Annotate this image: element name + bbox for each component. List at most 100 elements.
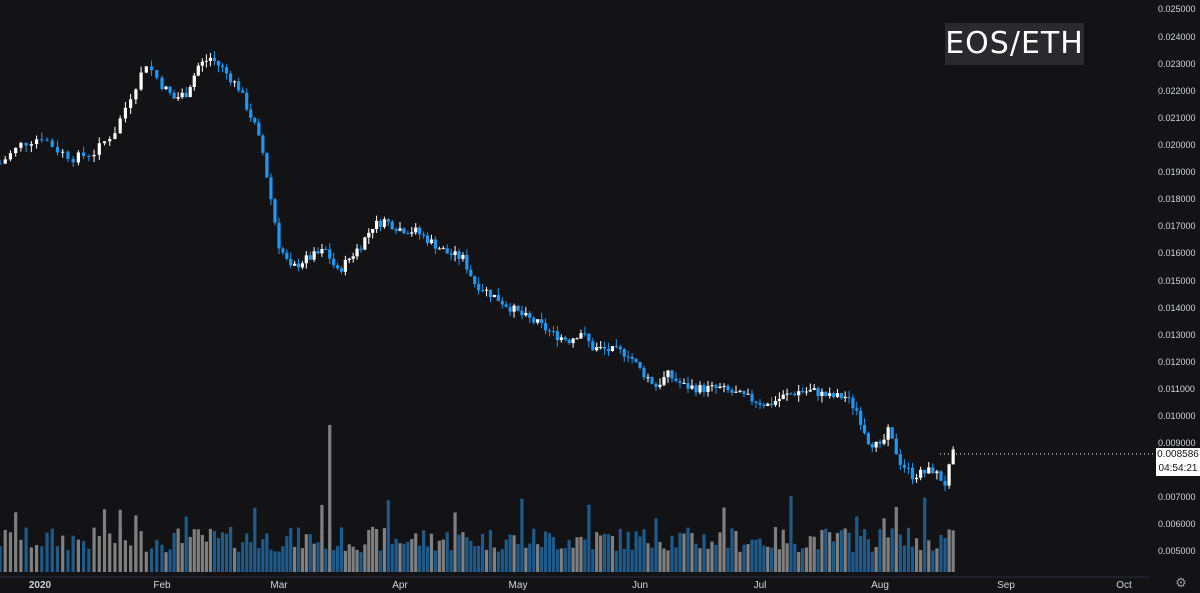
candle-body	[216, 60, 221, 66]
volume-bar	[108, 533, 112, 572]
volume-bar	[583, 539, 587, 572]
volume-bar	[429, 533, 434, 572]
symbol-badge: EOS/ETH	[945, 23, 1084, 65]
candle-body	[14, 147, 18, 154]
candle-body	[457, 251, 461, 259]
volume-bar	[722, 507, 726, 572]
price-tick-label: 0.015000	[1158, 276, 1196, 286]
candle-body	[394, 229, 398, 231]
candle-body	[654, 383, 658, 387]
candle-body	[587, 333, 591, 342]
volume-bar	[951, 530, 955, 572]
volume-bar	[690, 533, 694, 572]
volume-bar	[923, 497, 927, 572]
gear-icon[interactable]: ⚙	[1175, 575, 1187, 590]
volume-bar	[394, 538, 398, 572]
volume-bar	[465, 537, 469, 572]
candle-body	[441, 248, 445, 250]
candle-body	[465, 254, 469, 270]
candle-body	[943, 480, 947, 486]
candle-body	[386, 219, 390, 222]
volume-bar	[866, 539, 870, 572]
volume-bar	[828, 532, 832, 572]
volume-bar	[204, 541, 208, 572]
volume-bar	[773, 527, 778, 572]
volume-bar	[253, 507, 257, 572]
volume-bar	[312, 543, 316, 572]
price-tick-label: 0.020000	[1158, 140, 1196, 150]
candle-body	[855, 408, 859, 411]
candle-body	[461, 254, 465, 259]
candle-body	[742, 390, 746, 394]
candle-body	[939, 471, 943, 481]
volume-bar	[793, 543, 797, 572]
volume-bar	[919, 550, 923, 572]
volume-bar	[335, 546, 340, 572]
candle-body	[804, 391, 809, 393]
candle-body	[599, 346, 603, 348]
candle-body	[398, 228, 402, 231]
candle-body	[139, 72, 143, 90]
candle-body	[418, 227, 422, 235]
volume-bar	[555, 549, 559, 572]
candle-body	[8, 153, 13, 160]
candle-body	[332, 258, 336, 266]
volume-bar	[599, 535, 603, 572]
candle-body	[492, 294, 496, 298]
candle-body	[228, 73, 233, 83]
candle-body	[951, 449, 955, 465]
candle-body	[245, 92, 249, 110]
volume-bar	[61, 535, 65, 572]
candle-body	[559, 337, 563, 341]
candle-body	[520, 310, 524, 316]
candle-body	[488, 289, 493, 298]
candle-body	[812, 388, 816, 390]
volume-bar	[698, 548, 702, 572]
candle-body	[55, 146, 60, 153]
candle-body	[650, 377, 654, 384]
volume-bar	[508, 534, 512, 572]
volume-bar	[180, 543, 184, 572]
candle-body	[722, 385, 726, 387]
volume-bar	[886, 537, 890, 572]
candle-body	[196, 65, 200, 76]
volume-bar	[398, 543, 402, 572]
volume-bar	[762, 545, 766, 572]
candle-body	[200, 61, 204, 66]
candle-body	[113, 133, 117, 140]
volume-bar	[237, 551, 241, 572]
volume-bar	[520, 498, 524, 572]
candle-body	[820, 391, 824, 397]
volume-bar	[410, 539, 414, 572]
candle-body	[508, 306, 512, 312]
volume-bar	[839, 530, 843, 572]
volume-bar	[754, 539, 758, 572]
candle-body	[433, 239, 437, 249]
volume-bar	[766, 546, 770, 572]
volume-bar	[831, 541, 836, 572]
volume-bar	[808, 536, 812, 572]
volume-bar	[477, 545, 481, 572]
volume-bar	[76, 539, 80, 572]
volume-bar	[638, 536, 642, 572]
volume-bar	[414, 533, 418, 572]
candle-body	[866, 433, 870, 445]
candle-body	[76, 152, 80, 163]
candle-body	[682, 383, 686, 385]
candle-body	[614, 346, 618, 348]
volume-bar	[730, 528, 734, 572]
candle-body	[694, 385, 698, 393]
candle-body	[429, 239, 434, 244]
volume-bar	[449, 550, 453, 572]
candle-body	[898, 454, 902, 465]
candle-body	[914, 477, 919, 480]
volume-bar	[734, 531, 738, 572]
volume-bar	[630, 549, 634, 572]
candle-body	[571, 338, 575, 344]
candle-body	[40, 139, 44, 141]
candle-body	[233, 81, 237, 83]
volume-bar	[265, 533, 269, 572]
candle-body	[532, 317, 536, 323]
volume-bar	[261, 539, 265, 572]
